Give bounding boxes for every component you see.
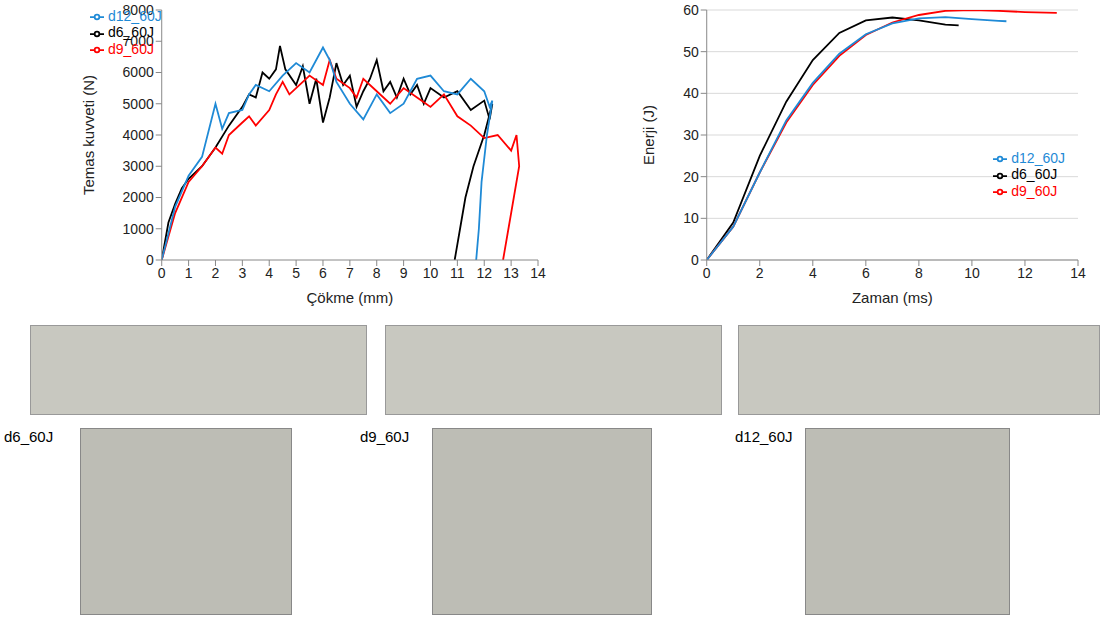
svg-text:Çökme (mm): Çökme (mm)	[307, 289, 394, 306]
svg-text:1000: 1000	[123, 221, 154, 237]
svg-text:9: 9	[400, 265, 408, 281]
svg-text:5000: 5000	[123, 96, 154, 112]
svg-text:60: 60	[683, 2, 699, 18]
svg-text:30: 30	[683, 127, 699, 143]
svg-text:Temas kuvveti (N): Temas kuvveti (N)	[80, 75, 97, 195]
svg-text:0: 0	[703, 265, 711, 281]
svg-text:Zaman (ms): Zaman (ms)	[852, 289, 933, 306]
svg-text:11: 11	[450, 265, 465, 281]
svg-text:4000: 4000	[123, 127, 154, 143]
svg-text:10: 10	[964, 265, 980, 281]
svg-text:Enerji (J): Enerji (J)	[640, 105, 657, 165]
svg-text:7000: 7000	[123, 33, 154, 49]
svg-text:14: 14	[530, 265, 546, 281]
svg-text:10: 10	[683, 210, 699, 226]
svg-text:6000: 6000	[123, 64, 154, 80]
svg-text:6: 6	[862, 265, 870, 281]
svg-text:3: 3	[238, 265, 246, 281]
svg-text:50: 50	[683, 44, 699, 60]
svg-text:0: 0	[158, 265, 166, 281]
svg-text:8000: 8000	[123, 2, 154, 18]
svg-text:6: 6	[319, 265, 327, 281]
svg-text:5: 5	[292, 265, 300, 281]
svg-text:10: 10	[423, 265, 439, 281]
svg-text:0: 0	[146, 252, 154, 268]
svg-text:1: 1	[185, 265, 193, 281]
svg-text:13: 13	[503, 265, 519, 281]
svg-text:2000: 2000	[123, 189, 154, 205]
svg-text:0: 0	[691, 252, 699, 268]
svg-text:14: 14	[1070, 265, 1086, 281]
svg-text:2: 2	[756, 265, 764, 281]
svg-text:4: 4	[809, 265, 817, 281]
svg-text:40: 40	[683, 85, 699, 101]
svg-text:7: 7	[346, 265, 354, 281]
svg-text:8: 8	[915, 265, 923, 281]
svg-text:20: 20	[683, 169, 699, 185]
svg-text:12: 12	[1017, 265, 1033, 281]
svg-text:12: 12	[476, 265, 492, 281]
svg-text:2: 2	[212, 265, 220, 281]
svg-text:3000: 3000	[123, 158, 154, 174]
svg-text:4: 4	[265, 265, 273, 281]
svg-text:8: 8	[373, 265, 381, 281]
